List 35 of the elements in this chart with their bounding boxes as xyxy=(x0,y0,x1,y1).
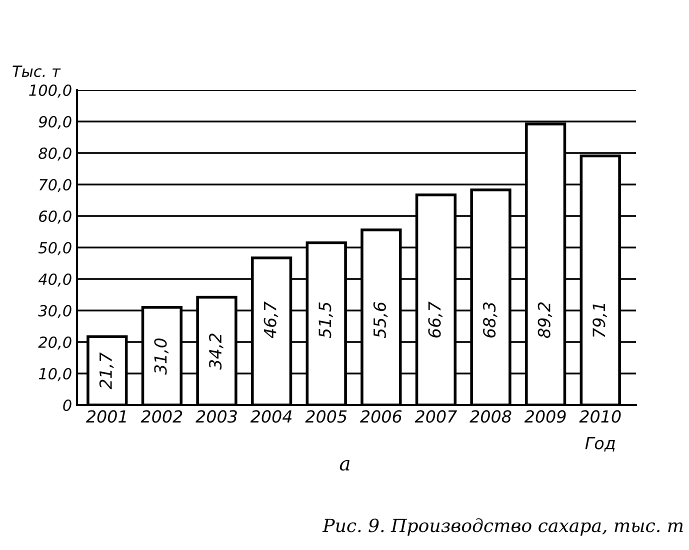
data-label: 46,7 xyxy=(264,302,278,338)
y-tick-label: 90,0 xyxy=(38,116,72,130)
y-tick-label: 30,0 xyxy=(38,304,72,318)
text: Рис. 9. Производство сахара, тыс. т xyxy=(322,518,683,536)
x-tick-label: 2009 xyxy=(524,410,566,423)
text: а xyxy=(340,460,350,471)
data-label: 79,1 xyxy=(592,304,607,337)
data-label: 31,0 xyxy=(154,338,168,375)
x-tick-label: 2002 xyxy=(140,410,182,423)
y-tick-label: 70,0 xyxy=(40,178,72,192)
y-tick-label: 20,0 xyxy=(38,336,72,350)
x-tick-label: 2004 xyxy=(250,410,292,423)
y-tick-label: 10,0 xyxy=(38,368,72,382)
data-label: 34,2 xyxy=(208,334,224,370)
y-tick-label: 60,0 xyxy=(39,210,72,224)
data-label: 51,5 xyxy=(318,302,333,338)
x-tick-label: 2007 xyxy=(414,410,458,423)
y-tick-label: 100,0 xyxy=(29,84,72,98)
x-tick-label: 2010 xyxy=(579,410,621,423)
data-label: 68,3 xyxy=(483,302,498,338)
y-axis-title: Тыс. т xyxy=(12,66,61,78)
x-tick-label: 2003 xyxy=(196,410,237,423)
x-tick-label: 2006 xyxy=(360,410,402,423)
x-tick-label: 2005 xyxy=(305,410,347,423)
x-tick-label: 2008 xyxy=(470,410,512,423)
data-label: 66,7 xyxy=(428,302,442,338)
data-label: 21,7 xyxy=(99,352,114,390)
data-label: 89,2 xyxy=(538,302,552,338)
data-label: 55,6 xyxy=(373,302,388,338)
y-tick-label: 0 xyxy=(63,399,72,412)
y-tick-label: 40,0 xyxy=(38,273,72,287)
x-tick-label: 2001 xyxy=(86,410,126,423)
y-tick-label: 80,0 xyxy=(38,147,72,161)
y-tick-label: 50,0 xyxy=(38,242,72,256)
x-axis-title: Год xyxy=(585,437,615,452)
